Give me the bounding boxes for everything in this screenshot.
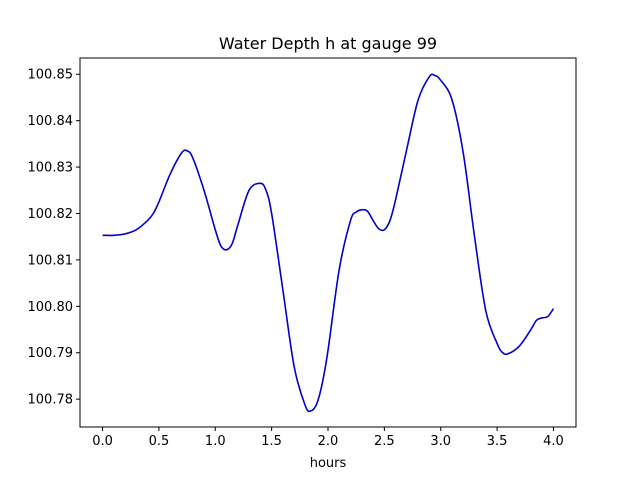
x-tick-label: 3.5 (487, 434, 508, 449)
x-tick-label: 3.0 (430, 434, 451, 449)
x-tick-label: 4.0 (543, 434, 564, 449)
x-tick-label: 0.5 (149, 434, 170, 449)
y-tick-label: 100.80 (28, 300, 74, 315)
y-tick-label: 100.85 (28, 68, 74, 83)
y-axis: 100.78 100.79 100.80 100.81 100.82 100.83 100.… (28, 68, 80, 408)
series-line-0 (102, 73, 555, 413)
x-axis: 0.0 0.5 1.0 1.5 2.0 2.5 3.0 3.5 4.0 (92, 427, 564, 449)
x-tick-label: 2.5 (374, 434, 395, 449)
x-tick-label: 2.0 (318, 434, 339, 449)
plot-series (102, 73, 555, 413)
y-tick-label: 100.81 (28, 253, 74, 268)
x-tick-label: 1.0 (205, 434, 226, 449)
y-tick-label: 100.84 (28, 114, 74, 129)
y-tick-label: 100.83 (28, 161, 74, 176)
y-tick-label: 100.78 (28, 393, 74, 408)
y-tick-label: 100.82 (28, 207, 74, 222)
x-tick-label: 0.0 (92, 434, 113, 449)
y-tick-label: 100.79 (28, 346, 74, 361)
x-axis-title: hours (310, 456, 347, 471)
x-tick-label: 1.5 (261, 434, 282, 449)
chart-title: Water Depth h at gauge 99 (219, 34, 437, 53)
